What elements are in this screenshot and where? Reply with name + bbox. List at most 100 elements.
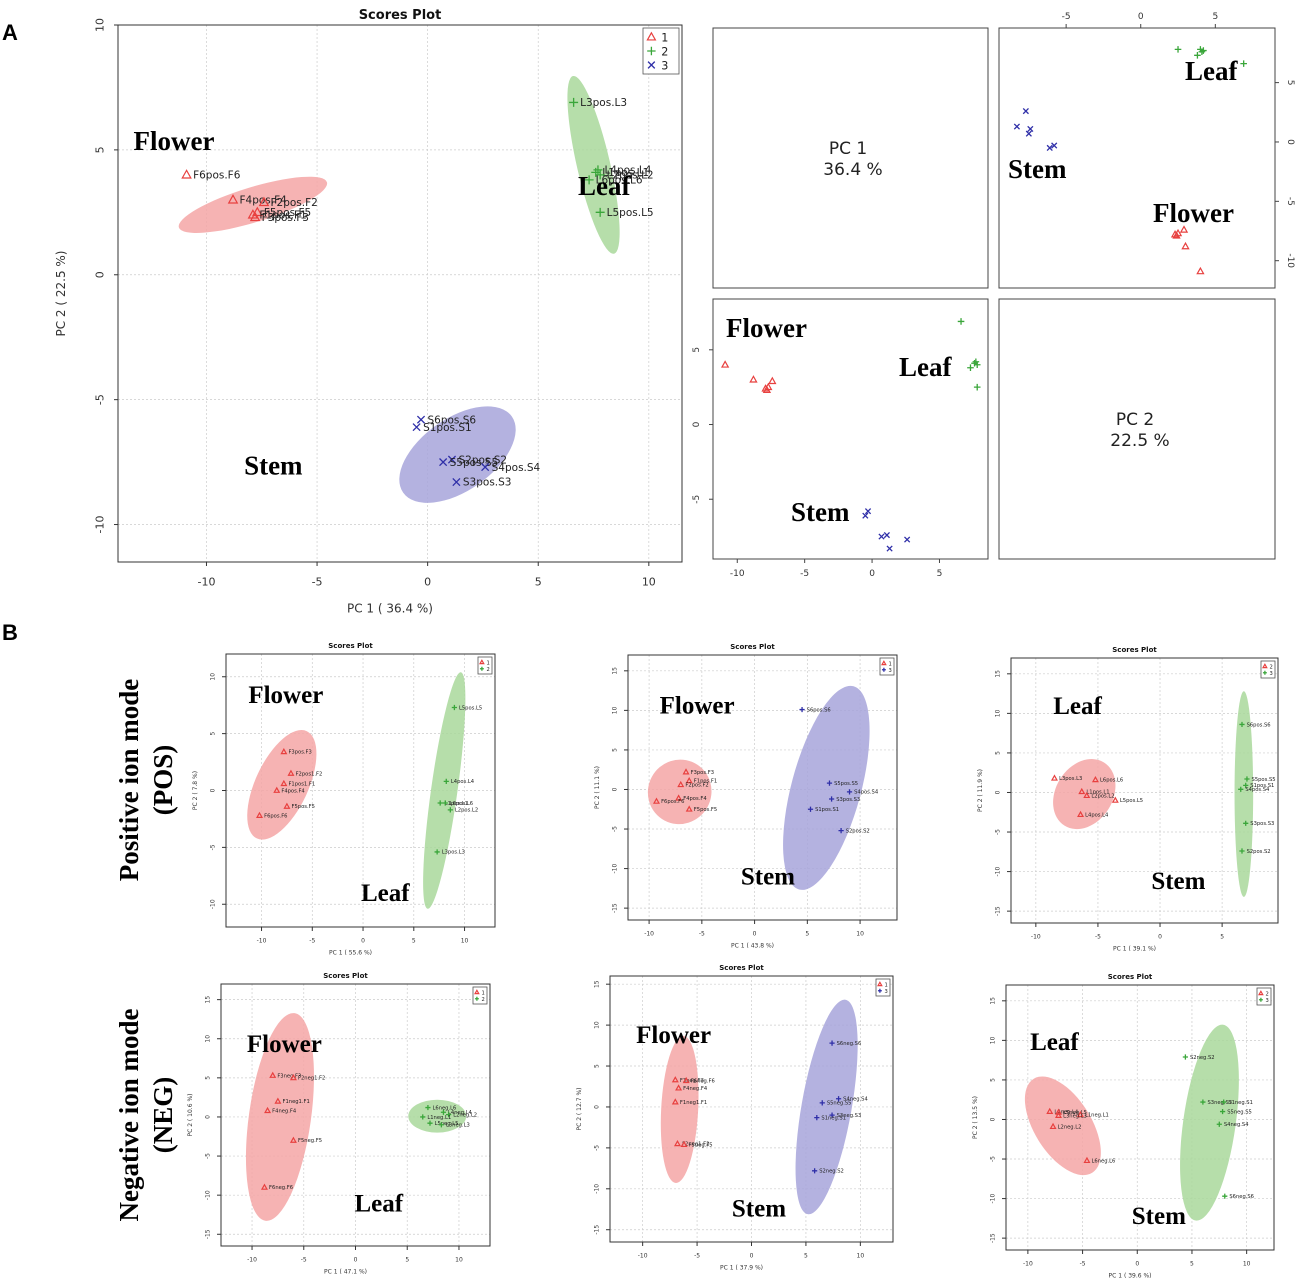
pair-upper-point-f1pos-f1-shape <box>1172 231 1181 239</box>
legend-label: 2 <box>1265 991 1268 997</box>
pair-lower-point-s3pos-s3 <box>886 545 893 552</box>
point-s6pos-s6 <box>416 415 426 424</box>
pair-lower-point-l3pos-l3 <box>957 318 965 325</box>
ytick-label: -10 <box>593 1184 600 1194</box>
legend-marker-1-shape <box>646 31 657 41</box>
point-f6neg-f6 <box>682 1076 690 1084</box>
point-label: F6pos.F6 <box>264 813 287 819</box>
legend-box <box>477 656 493 675</box>
point-label: L3pos.L3 <box>580 97 627 109</box>
ellipse-leaf <box>408 1099 467 1133</box>
pair-lower-point-s4pos-s4-shape <box>904 536 911 543</box>
legend-label: 2 <box>661 45 668 58</box>
chart-b-pos-flower-stem: -10 -5 0 5 10 -15 -10 -5 0 5 10 15 Scores Plot PC 1 (… <box>594 643 898 950</box>
point-l6neg-l6-shape <box>425 1104 431 1111</box>
point-l1pos-l1 <box>437 800 443 806</box>
point-l4neg-l4-shape <box>1046 1107 1054 1114</box>
annotation-leaf: Leaf <box>361 880 410 907</box>
xtick-label: 0 <box>1135 1261 1139 1268</box>
point-label: L3neg.L3 <box>1063 1113 1087 1119</box>
legend-label: 2 <box>1269 664 1272 670</box>
pair-lower-annotation-stem: Stem <box>791 497 850 527</box>
x-axis-label: PC 1 ( 39.1 %) <box>1113 946 1156 953</box>
point-l5pos-l5 <box>595 207 605 217</box>
xtick-label: 0 <box>361 938 365 945</box>
ellipse-flower <box>178 176 328 233</box>
point-s5neg-s5-shape <box>819 1100 825 1106</box>
point-f5pos-f5 <box>283 802 291 809</box>
left-tick-label: 5 <box>692 347 702 353</box>
ytick-label: 0 <box>93 271 106 278</box>
point-f4pos-f4 <box>675 794 683 801</box>
point-l3neg-l3 <box>1055 1111 1062 1118</box>
xtick-label: -10 <box>197 576 215 589</box>
row-label-pos-line2: (POS) <box>148 745 178 816</box>
point-l4pos-l4-shape <box>1077 810 1085 818</box>
point-l4pos-l4-shape <box>443 778 449 784</box>
ytick-label: -15 <box>611 903 618 913</box>
point-s3pos-s3-shape <box>1243 820 1249 826</box>
legend-label: 1 <box>888 661 891 667</box>
point-s4neg-s4 <box>1216 1121 1222 1127</box>
point-l6pos-l6 <box>1091 775 1099 783</box>
point-l3pos-l3 <box>1050 774 1058 781</box>
point-f3pos-f3-shape <box>682 768 690 775</box>
point-l5pos-l5-shape <box>595 207 605 217</box>
pair-upper-point-s5pos-s5-shape <box>1025 130 1032 137</box>
point-l6neg-l6-shape <box>1083 1156 1091 1164</box>
point-l5pos-l5-shape <box>1111 796 1119 803</box>
legend-marker-1-shape <box>474 989 480 995</box>
point-s1pos-s1-shape <box>807 806 814 812</box>
point-f2neg1-f2 <box>289 1074 297 1081</box>
point-l6pos-l6 <box>442 800 448 806</box>
point-l5pos-l5 <box>451 704 457 711</box>
chart-title: Scores Plot <box>323 972 368 980</box>
point-l4pos-l4 <box>443 778 449 784</box>
ytick-label: -5 <box>994 829 1001 835</box>
pair-lower-point-l5pos-l5 <box>973 383 981 391</box>
xtick-label: 0 <box>1158 934 1162 941</box>
point-s3neg-s3 <box>1200 1099 1206 1105</box>
legend-box <box>1256 987 1272 1006</box>
pair-upper-point-f6pos-f6 <box>1196 266 1205 275</box>
xtick-label: 5 <box>805 931 809 938</box>
point-s2pos-s2-shape <box>1239 848 1245 854</box>
plot-frame <box>627 654 898 921</box>
point-label: F6pos.F6 <box>661 799 684 805</box>
legend-label: 3 <box>884 989 887 995</box>
point-label: F1pos.F1 <box>694 779 717 785</box>
point-l5pos-l5 <box>1111 796 1119 803</box>
point-f5pos-f5 <box>252 206 263 217</box>
point-s4neg-s4-shape <box>1216 1121 1222 1127</box>
row-label-pos-line1: Positive ion mode <box>114 679 144 882</box>
point-label: F5pos.F5 <box>264 207 311 219</box>
pair-upper-point-f1pos-f1 <box>1172 231 1181 239</box>
point-s6pos-s6 <box>1239 721 1245 728</box>
ytick-label: -15 <box>994 906 1001 916</box>
pair-lower-point-l2pos-l2 <box>973 361 981 369</box>
point-label: S3pos.S3 <box>836 797 860 803</box>
ytick-label: -10 <box>611 864 618 874</box>
point-f2neg1-f2-shape <box>673 1139 681 1147</box>
ellipse-stem <box>795 999 858 1215</box>
bottom-tick-label: -10 <box>730 569 745 579</box>
pair-upper-point-f6pos-f6-shape <box>1196 266 1205 275</box>
point-l3pos-l3-shape <box>569 97 579 107</box>
point-label: L1neg.L1 <box>427 1115 451 1121</box>
point-label: S1pos.S1 <box>1250 783 1274 789</box>
xtick-label: -5 <box>694 1253 700 1260</box>
point-label: L3neg.L3 <box>446 1123 470 1129</box>
y-axis-label: PC 2 ( 22.5 %) <box>54 251 68 337</box>
xtick-label: 10 <box>461 938 469 945</box>
ytick-label: 10 <box>989 1036 996 1044</box>
point-l3pos-l3 <box>434 849 440 855</box>
point-label: F6neg.F6 <box>269 1185 293 1191</box>
pair-upper-point-s5pos-s5 <box>1025 130 1032 137</box>
right-tick-label: 5 <box>1285 80 1295 86</box>
annotation-flower: Flower <box>248 682 323 709</box>
pair-lower-point-f3pos-f3 <box>762 385 772 394</box>
point-label: L1neg.L1 <box>1085 1113 1109 1119</box>
xtick-label: -10 <box>257 938 267 945</box>
point-label: S6pos.S6 <box>428 414 477 426</box>
